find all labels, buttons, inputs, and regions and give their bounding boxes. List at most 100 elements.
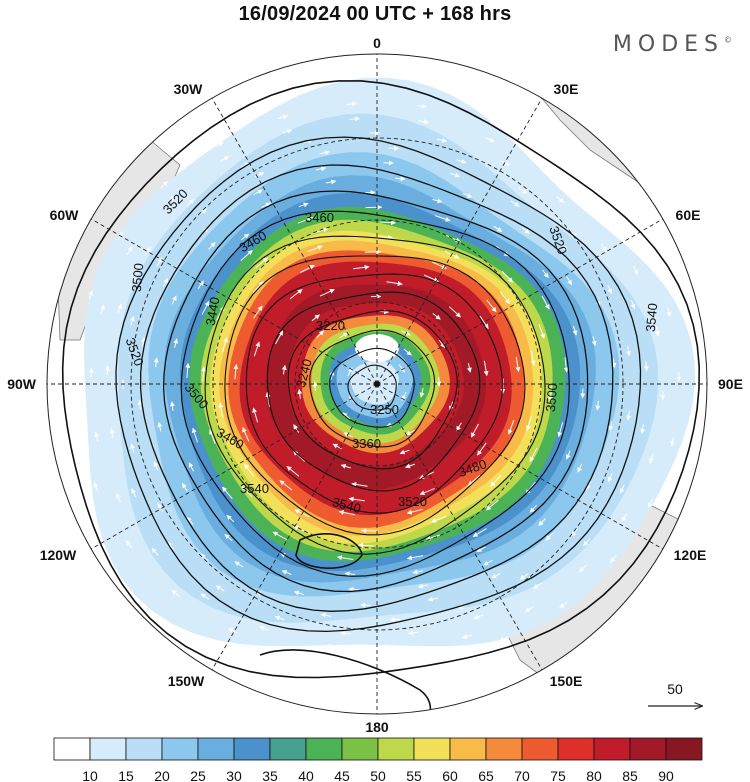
wind-arrow — [361, 528, 378, 534]
wind-arrow — [282, 129, 293, 134]
wind-arrow — [557, 422, 564, 438]
wind-arrow — [621, 513, 628, 522]
colorbar-tick-label: 15 — [118, 768, 134, 782]
wind-arrow — [240, 250, 253, 261]
latitude-circle — [294, 301, 460, 467]
wind-arrow — [649, 453, 654, 464]
wind-arrow — [595, 212, 603, 221]
wind-arrow — [538, 518, 546, 526]
wind-arrow — [171, 589, 180, 597]
map-boundary — [46, 53, 708, 715]
wind-arrow — [75, 418, 81, 429]
contour-label-3540-bb: 3540 — [331, 494, 363, 516]
wind-arrow — [281, 570, 292, 575]
wind-arrow — [541, 295, 550, 310]
wind-arrow — [286, 465, 300, 477]
wind-arrow — [325, 179, 337, 185]
wind-arrow — [579, 564, 587, 573]
wind-arrow — [418, 119, 429, 125]
wind-arrow — [94, 431, 100, 442]
wind-arrow — [104, 365, 110, 376]
wind-arrow — [297, 216, 314, 224]
wind-arrow — [215, 585, 225, 592]
wind-arrow — [274, 615, 285, 621]
wind-arrow — [399, 449, 410, 455]
wind-arrow — [660, 390, 666, 401]
lon-label-120e: 120E — [674, 547, 707, 563]
wind-arrow — [292, 652, 303, 658]
wind-arrow — [228, 628, 238, 634]
graticule — [47, 54, 707, 714]
lon-label-180: 180 — [365, 719, 389, 735]
lon-label-90e: 90E — [718, 376, 743, 392]
wind-arrow — [315, 166, 327, 172]
wind-arrow — [556, 195, 565, 203]
wind-arrow — [153, 461, 159, 471]
wind-arrow — [462, 193, 473, 198]
wind-arrow — [521, 227, 530, 234]
colorbar-swatch — [593, 737, 631, 761]
wind-arrow — [281, 364, 287, 375]
wind-arrow — [240, 233, 250, 241]
colorbar-swatch — [341, 737, 379, 761]
colorbar-tick-label: 55 — [406, 768, 422, 782]
wind-arrow — [449, 172, 461, 178]
wind-arrow — [201, 300, 210, 315]
wind-arrow — [476, 546, 486, 553]
wind-arrow — [312, 381, 318, 392]
colorbar-tick-label: 45 — [334, 768, 350, 782]
wind-arrow — [88, 367, 94, 378]
wind-arrow — [311, 314, 320, 322]
longitude-labels: 0 180 90W 90E 30W 60W 30E 60E 120W 150W … — [7, 35, 743, 735]
wind-arrow — [595, 400, 601, 411]
lon-label-60e: 60E — [676, 207, 701, 223]
colorbar-swatch — [629, 737, 667, 761]
wind-arrow — [319, 150, 330, 156]
wind-arrow — [197, 280, 204, 289]
wind-arrow — [403, 348, 412, 356]
wind-arrow — [357, 340, 368, 346]
wind-arrow — [401, 330, 411, 336]
wind-arrow — [608, 421, 614, 431]
wind-arrow — [325, 643, 336, 649]
colorbar-tick-label: 90 — [658, 768, 674, 782]
colorbar-swatch — [53, 737, 91, 761]
wind-arrow — [171, 295, 177, 305]
contour-label-3220: 3220 — [316, 318, 345, 333]
wind-arrow — [405, 463, 416, 469]
wind-arrow — [369, 353, 381, 359]
meridian-line — [376, 383, 664, 550]
wind-arrow — [344, 571, 356, 577]
wind-arrow — [518, 187, 528, 194]
wind-arrow — [542, 269, 549, 278]
wind-arrow — [186, 516, 194, 525]
wind-arrow — [289, 289, 303, 300]
wind-arrow — [654, 326, 660, 337]
wind-arrow — [140, 337, 146, 347]
wind-arrow — [432, 198, 443, 204]
wind-arrow — [548, 386, 553, 402]
wind-arrow — [109, 428, 115, 438]
colorbar-swatch — [89, 737, 127, 761]
wind-arrow — [456, 422, 462, 432]
wind-arrow — [272, 531, 287, 541]
wind-arrow — [125, 540, 133, 549]
wind-arrow — [342, 412, 351, 420]
colorbar-tick-label: 60 — [442, 768, 458, 782]
height-contour — [139, 164, 614, 612]
wind-arrow — [255, 257, 268, 269]
colorbar-tick-label: 35 — [262, 768, 278, 782]
wind-arrow — [484, 137, 495, 142]
wind-arrow — [476, 442, 487, 456]
wind-arrow — [242, 427, 250, 442]
wind-arrow — [406, 508, 423, 515]
wind-arrow — [185, 362, 191, 379]
wind-arrow — [388, 145, 400, 151]
wind-arrow — [510, 200, 520, 207]
wind-arrow — [252, 281, 264, 294]
wind-arrow — [351, 482, 368, 487]
wind-arrow — [600, 243, 607, 252]
colorbar-tick-label: 50 — [370, 768, 386, 782]
height-contour — [287, 310, 458, 470]
colorbar-tick-label: 30 — [226, 768, 242, 782]
